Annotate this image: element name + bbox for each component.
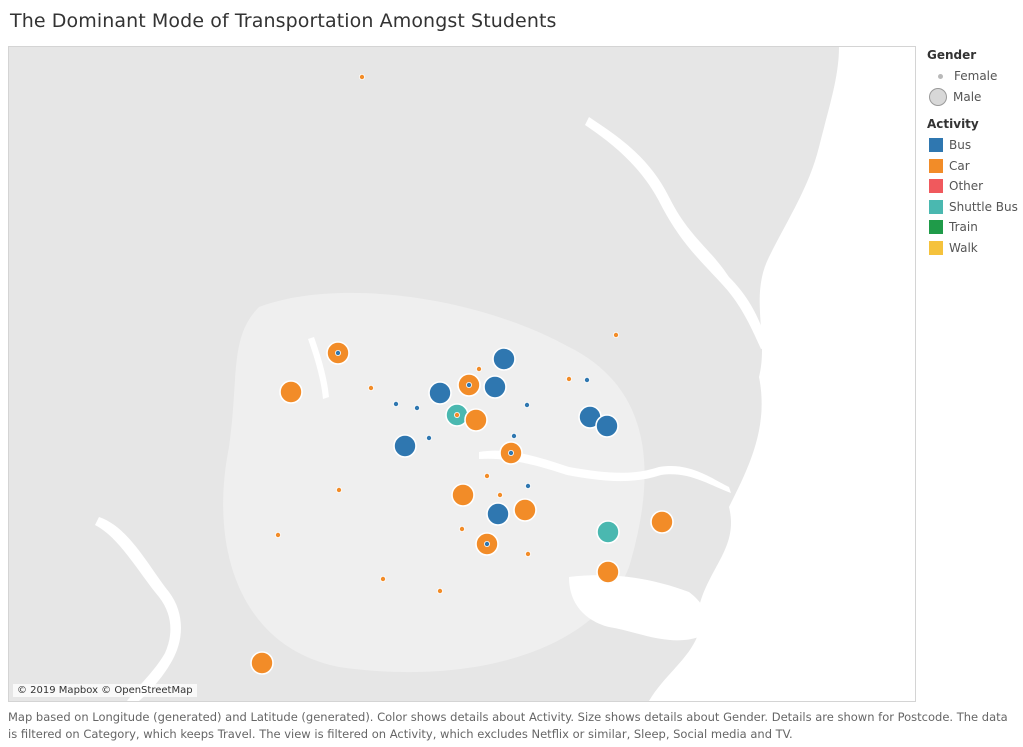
river-north: [585, 117, 769, 349]
legend-label: Shuttle Bus: [949, 199, 1018, 214]
train-color-swatch: [929, 220, 943, 235]
marker-car-female[interactable]: [436, 588, 443, 595]
bay-south: [569, 575, 708, 641]
legend-item-car[interactable]: Car: [927, 156, 1023, 177]
car-color-swatch: [929, 158, 943, 173]
marker-car-male[interactable]: [464, 408, 488, 432]
marker-bus-female[interactable]: [584, 376, 591, 383]
marker-car-male[interactable]: [596, 560, 620, 584]
marker-bus-male[interactable]: [492, 347, 516, 371]
marker-car-female[interactable]: [335, 486, 342, 493]
legend-label: Car: [949, 158, 970, 173]
female-size-swatch: [938, 73, 943, 79]
legend-gender-title: Gender: [927, 48, 977, 62]
legend-item-male[interactable]: Male: [927, 87, 1023, 108]
marker-car-female[interactable]: [453, 411, 460, 418]
data-point-markers: [250, 73, 674, 675]
marker-bus-female[interactable]: [510, 432, 517, 439]
marker-car-female[interactable]: [274, 531, 281, 538]
map-caption: Map based on Longitude (generated) and L…: [8, 710, 1008, 741]
legend: Gender Female Male Activity Bus Car Othe…: [927, 48, 1023, 258]
marker-car-female[interactable]: [613, 331, 620, 338]
marker-car-female[interactable]: [475, 365, 482, 372]
marker-car-male[interactable]: [250, 651, 274, 675]
marker-bus-female[interactable]: [465, 381, 472, 388]
male-size-swatch: [929, 87, 947, 106]
marker-car-male[interactable]: [650, 510, 674, 534]
marker-bus-female[interactable]: [413, 404, 420, 411]
marker-bus-female[interactable]: [392, 400, 399, 407]
marker-car-female[interactable]: [525, 550, 532, 557]
bus-color-swatch: [929, 138, 943, 153]
marker-car-female[interactable]: [566, 375, 573, 382]
marker-bus-female[interactable]: [507, 449, 514, 456]
harbour: [479, 450, 731, 493]
marker-car-female[interactable]: [358, 73, 365, 80]
marker-bus-male[interactable]: [483, 375, 507, 399]
river-mid: [308, 337, 329, 399]
marker-car-male[interactable]: [451, 483, 475, 507]
marker-bus-female[interactable]: [334, 349, 341, 356]
legend-item-train[interactable]: Train: [927, 217, 1023, 238]
legend-label: Train: [949, 220, 978, 235]
legend-item-female[interactable]: Female: [927, 66, 1023, 87]
marker-car-male[interactable]: [513, 498, 537, 522]
legend-label: Walk: [949, 240, 978, 255]
marker-bus-male[interactable]: [428, 381, 452, 405]
marker-car-female[interactable]: [367, 384, 374, 391]
legend-item-other[interactable]: Other: [927, 176, 1023, 197]
marker-bus-female[interactable]: [525, 482, 532, 489]
other-color-swatch: [929, 179, 943, 194]
marker-bus-male[interactable]: [486, 502, 510, 526]
marker-car-female[interactable]: [458, 525, 465, 532]
marker-bus-female[interactable]: [524, 401, 531, 408]
legend-label: Bus: [949, 138, 972, 153]
marker-bus-male[interactable]: [595, 414, 619, 438]
map-view[interactable]: © 2019 Mapbox © OpenStreetMap: [8, 46, 916, 702]
legend-item-bus[interactable]: Bus: [927, 135, 1023, 156]
marker-car-female[interactable]: [379, 576, 386, 583]
legend-activity-title: Activity: [927, 117, 979, 131]
page-title: The Dominant Mode of Transportation Amon…: [10, 10, 557, 32]
shuttle-bus-color-swatch: [929, 199, 943, 214]
legend-label: Other: [949, 179, 984, 194]
map-attribution[interactable]: © 2019 Mapbox © OpenStreetMap: [13, 684, 197, 697]
marker-bus-female[interactable]: [483, 540, 490, 547]
legend-label: Male: [953, 89, 982, 104]
marker-bus-male[interactable]: [393, 434, 417, 458]
marker-bus-female[interactable]: [425, 434, 432, 441]
legend-item-walk[interactable]: Walk: [927, 238, 1023, 259]
urban-area: [223, 292, 645, 673]
legend-item-shuttle-bus[interactable]: Shuttle Bus: [927, 197, 1023, 218]
ocean: [649, 47, 915, 701]
map-canvas[interactable]: [9, 47, 915, 701]
walk-color-swatch: [929, 240, 943, 255]
river-west: [95, 517, 181, 701]
legend-label: Female: [954, 69, 998, 84]
marker-car-male[interactable]: [279, 380, 303, 404]
marker-car-female[interactable]: [496, 491, 503, 498]
marker-shuttle-bus-male[interactable]: [596, 520, 620, 544]
marker-car-female[interactable]: [483, 472, 490, 479]
